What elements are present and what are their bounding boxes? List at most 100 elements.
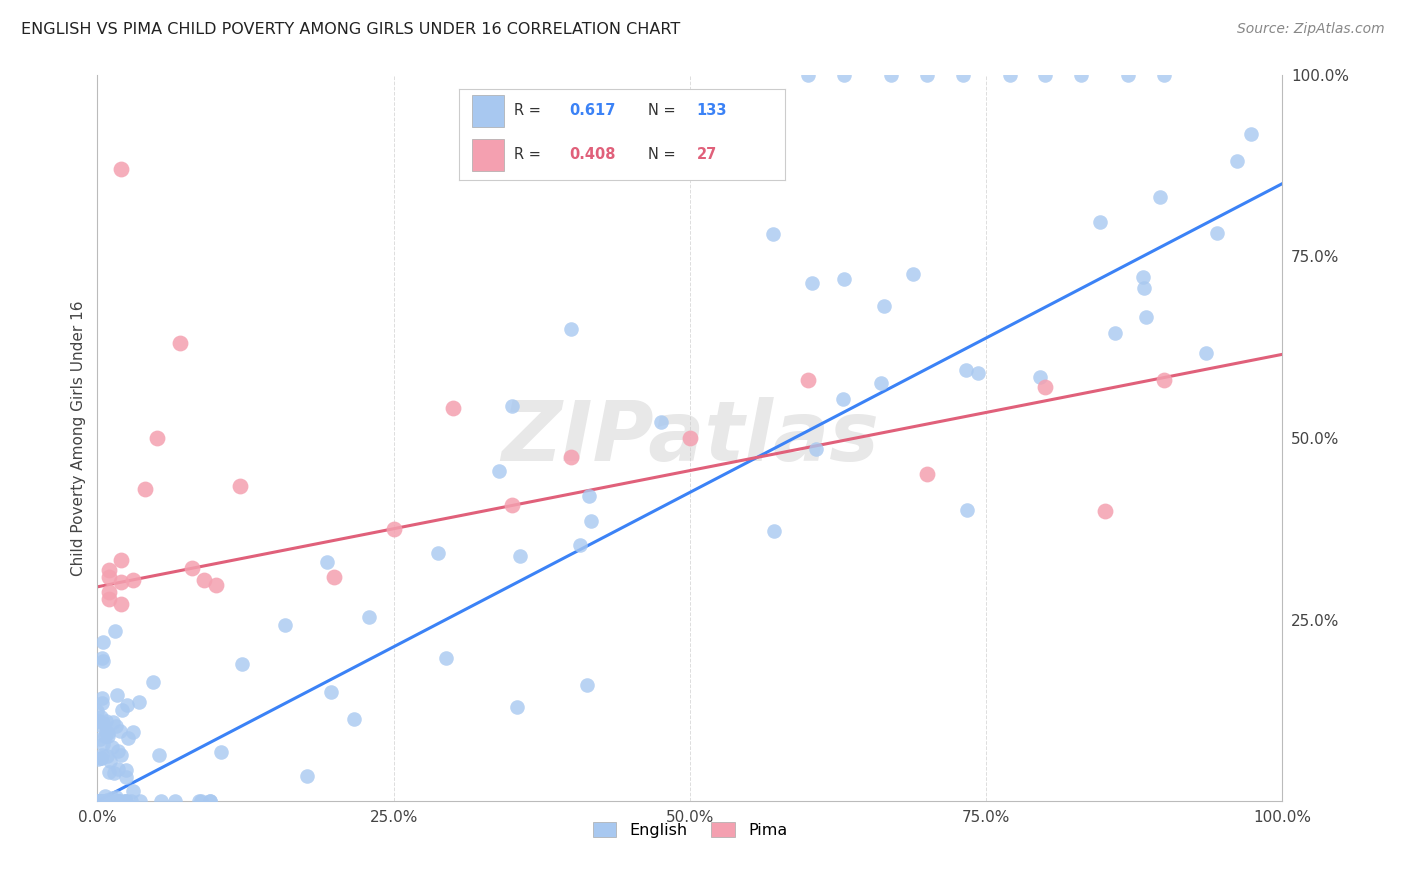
Point bbox=[190, 794, 212, 808]
Point bbox=[1070, 68, 1092, 82]
Point bbox=[1135, 310, 1157, 324]
Point bbox=[797, 68, 820, 82]
Point bbox=[87, 794, 110, 808]
Point bbox=[1104, 326, 1126, 341]
Point bbox=[98, 592, 121, 607]
Point bbox=[94, 714, 117, 729]
Point bbox=[763, 524, 786, 538]
Point bbox=[104, 790, 127, 805]
Point bbox=[96, 725, 118, 739]
Point bbox=[110, 161, 132, 176]
Point bbox=[209, 745, 232, 759]
Point bbox=[967, 366, 990, 380]
Point bbox=[1028, 370, 1050, 384]
Point bbox=[91, 794, 114, 808]
Point bbox=[94, 729, 117, 743]
Point bbox=[316, 555, 339, 569]
Point bbox=[831, 392, 853, 406]
Point bbox=[181, 561, 204, 575]
Point bbox=[273, 617, 295, 632]
Point bbox=[103, 714, 125, 729]
Point bbox=[91, 654, 114, 668]
Point bbox=[128, 695, 150, 709]
Point bbox=[231, 657, 253, 671]
Point bbox=[1153, 68, 1175, 82]
Point bbox=[998, 68, 1021, 82]
Point bbox=[90, 751, 112, 765]
Point bbox=[357, 610, 380, 624]
Point bbox=[110, 575, 132, 590]
Point bbox=[915, 68, 938, 82]
Point bbox=[122, 724, 145, 739]
Point bbox=[1240, 127, 1263, 141]
Point bbox=[101, 740, 124, 755]
Point bbox=[101, 791, 124, 805]
Point bbox=[1118, 68, 1140, 82]
Point bbox=[104, 624, 127, 639]
Point bbox=[97, 729, 120, 743]
Point bbox=[1153, 373, 1175, 387]
Point bbox=[107, 794, 129, 808]
Point bbox=[149, 794, 172, 808]
Point bbox=[295, 769, 318, 783]
Point bbox=[122, 784, 145, 798]
Point bbox=[107, 762, 129, 776]
Point bbox=[193, 574, 215, 588]
Point bbox=[104, 719, 127, 733]
Point bbox=[134, 482, 156, 496]
Point bbox=[148, 748, 170, 763]
Point bbox=[115, 764, 138, 778]
Point bbox=[110, 748, 132, 763]
Point bbox=[1226, 154, 1249, 169]
Point bbox=[1132, 269, 1154, 284]
Point bbox=[91, 716, 114, 731]
Point bbox=[488, 464, 510, 478]
Point bbox=[91, 634, 114, 648]
Point bbox=[880, 68, 903, 82]
Point bbox=[434, 650, 457, 665]
Point bbox=[560, 322, 582, 336]
Point bbox=[91, 650, 114, 665]
Point bbox=[205, 578, 228, 592]
Point bbox=[94, 789, 117, 803]
Text: ENGLISH VS PIMA CHILD POVERTY AMONG GIRLS UNDER 16 CORRELATION CHART: ENGLISH VS PIMA CHILD POVERTY AMONG GIRL… bbox=[21, 22, 681, 37]
Point bbox=[90, 709, 112, 723]
Point bbox=[679, 431, 702, 445]
Point bbox=[91, 691, 114, 706]
Point bbox=[114, 794, 136, 808]
Point bbox=[1035, 380, 1057, 394]
Point bbox=[93, 794, 115, 808]
Point bbox=[382, 522, 405, 536]
Point bbox=[91, 696, 114, 710]
Y-axis label: Child Poverty Among Girls Under 16: Child Poverty Among Girls Under 16 bbox=[72, 300, 86, 575]
Point bbox=[97, 726, 120, 740]
Point bbox=[90, 748, 112, 763]
Point bbox=[198, 794, 221, 808]
Point bbox=[89, 732, 111, 747]
Point bbox=[93, 794, 115, 808]
Point bbox=[96, 793, 118, 807]
Point bbox=[323, 569, 346, 583]
Point bbox=[129, 794, 152, 808]
Point bbox=[832, 68, 855, 82]
Point bbox=[509, 549, 531, 563]
Point bbox=[187, 794, 209, 808]
Legend: English, Pima: English, Pima bbox=[586, 815, 794, 844]
Point bbox=[441, 401, 464, 415]
Point bbox=[94, 794, 117, 808]
Point bbox=[114, 770, 136, 784]
Point bbox=[901, 267, 924, 281]
Point bbox=[110, 723, 132, 738]
Point bbox=[762, 227, 785, 242]
Point bbox=[98, 584, 121, 599]
Point bbox=[804, 442, 827, 456]
Point bbox=[110, 597, 132, 611]
Point bbox=[1088, 215, 1111, 229]
Point bbox=[800, 277, 823, 291]
Point bbox=[501, 499, 523, 513]
Point bbox=[738, 161, 761, 176]
Point bbox=[107, 794, 129, 808]
Point bbox=[163, 794, 186, 808]
Point bbox=[1195, 345, 1218, 359]
Point bbox=[427, 546, 450, 560]
